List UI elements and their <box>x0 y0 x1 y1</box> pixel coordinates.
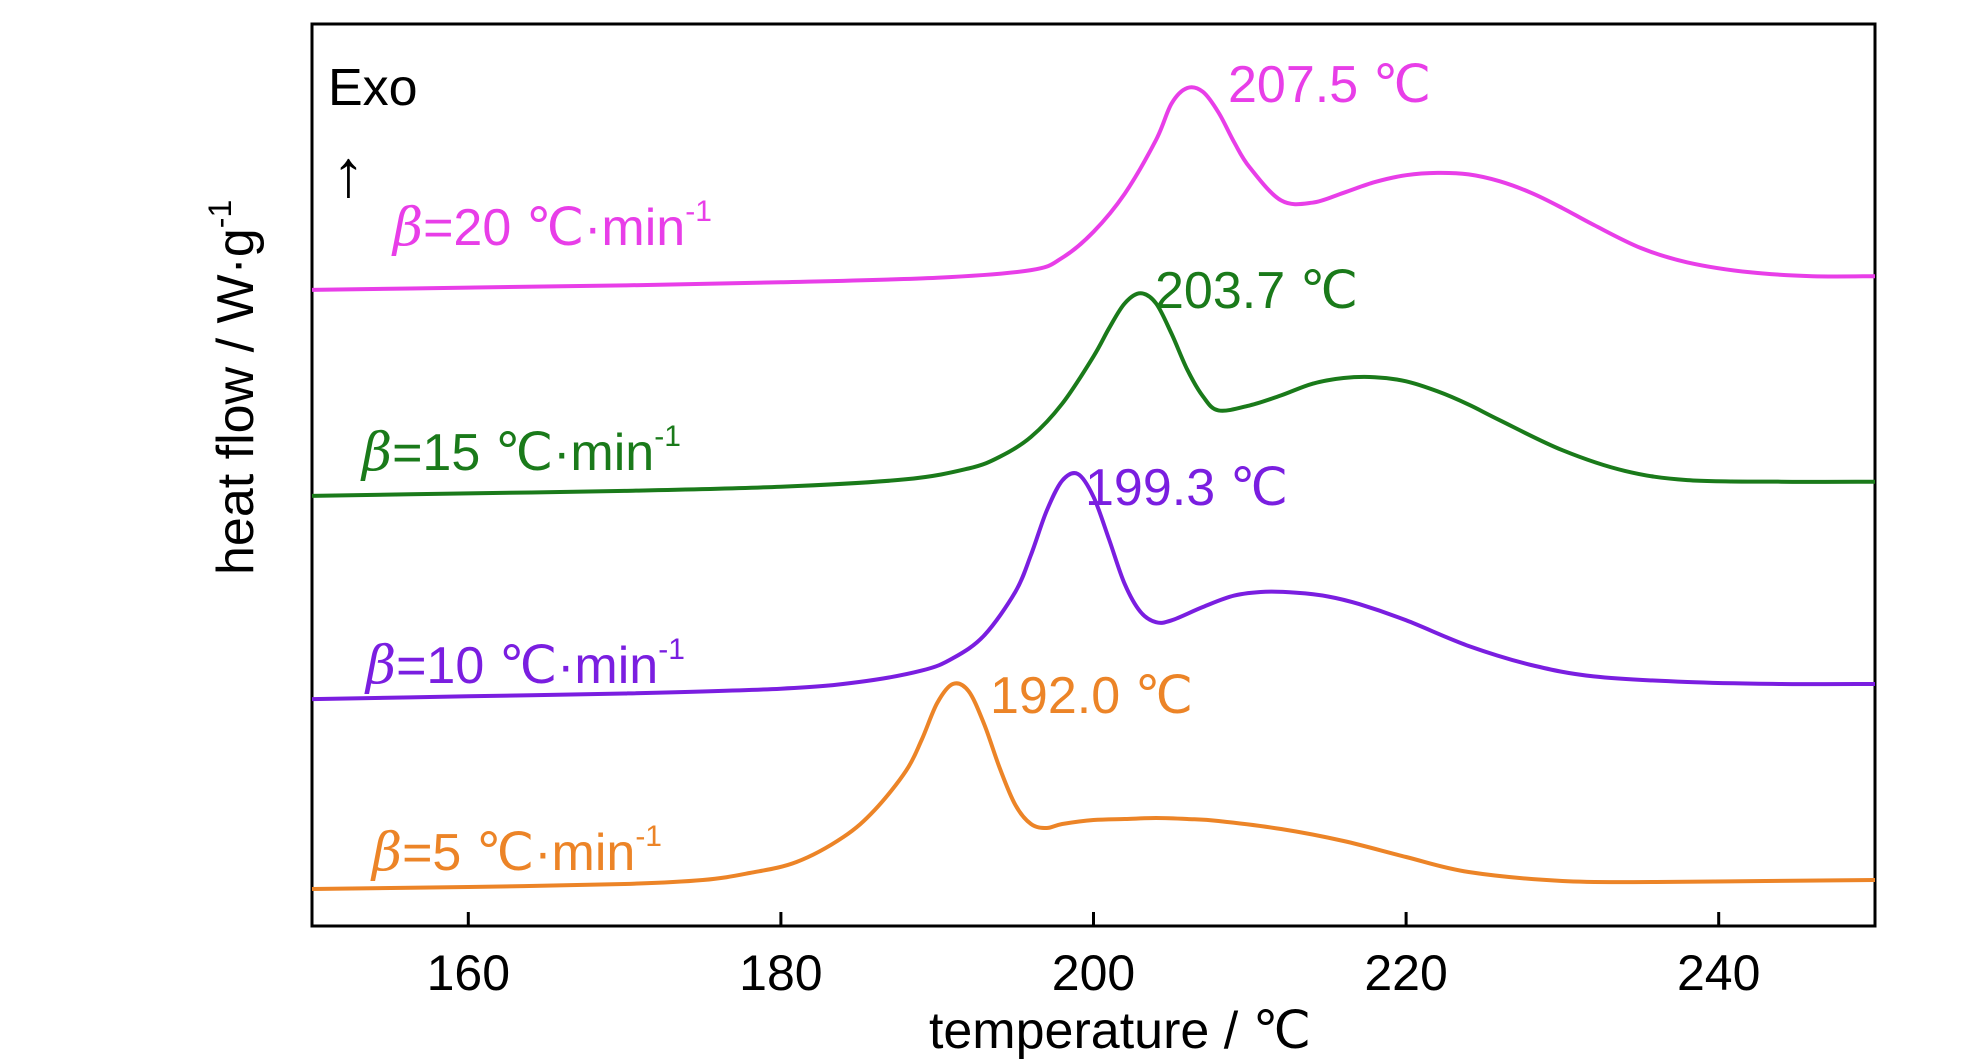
rate-value: =10 ℃·min <box>396 637 658 695</box>
rate-superscript: -1 <box>658 633 685 666</box>
x-ticks: 160 180 200 220 240 <box>427 912 1760 1001</box>
peak-temperature-label: 192.0 ℃ <box>990 667 1193 725</box>
y-axis-label-sup: -1 <box>202 200 238 228</box>
rate-beta-symbol: β <box>391 198 423 258</box>
series-rate-label: β=15 ℃·min-1 <box>360 420 681 483</box>
rate-value: =5 ℃·min <box>402 824 635 882</box>
x-tick-label: 240 <box>1677 945 1760 1001</box>
x-tick-label: 220 <box>1364 945 1447 1001</box>
series-rate-label: β=10 ℃·min-1 <box>364 633 685 696</box>
exo-label: Exo <box>328 59 418 117</box>
series-rate-label: β=5 ℃·min-1 <box>370 820 662 883</box>
y-axis-label: heat flow / W·g-1 <box>202 200 265 575</box>
series-line-1 <box>311 85 1876 292</box>
peak-temperature-label: 203.7 ℃ <box>1155 262 1358 320</box>
x-tick-label: 200 <box>1052 945 1135 1001</box>
y-axis-label-main: heat flow / W·g <box>207 228 265 575</box>
rate-superscript: -1 <box>685 195 712 228</box>
rate-beta-symbol: β <box>370 823 402 883</box>
series-line-2 <box>311 291 1876 498</box>
series-line-4 <box>311 681 1876 891</box>
series-line-3 <box>311 471 1876 702</box>
rate-value: =15 ℃·min <box>392 424 654 482</box>
rate-beta-symbol: β <box>364 636 396 696</box>
x-tick-label: 160 <box>427 945 510 1001</box>
rate-value: =20 ℃·min <box>423 199 685 257</box>
peak-temperature-label: 207.5 ℃ <box>1228 56 1431 114</box>
x-axis-label: temperature / ℃ <box>929 1002 1311 1060</box>
peak-temperature-label: 199.3 ℃ <box>1085 459 1288 517</box>
exo-arrow-icon: ↑ <box>332 136 365 210</box>
rate-superscript: -1 <box>654 420 681 453</box>
series-rate-label: β=20 ℃·min-1 <box>391 195 712 258</box>
rate-superscript: -1 <box>635 820 662 853</box>
rate-beta-symbol: β <box>360 423 392 483</box>
x-tick-label: 180 <box>739 945 822 1001</box>
